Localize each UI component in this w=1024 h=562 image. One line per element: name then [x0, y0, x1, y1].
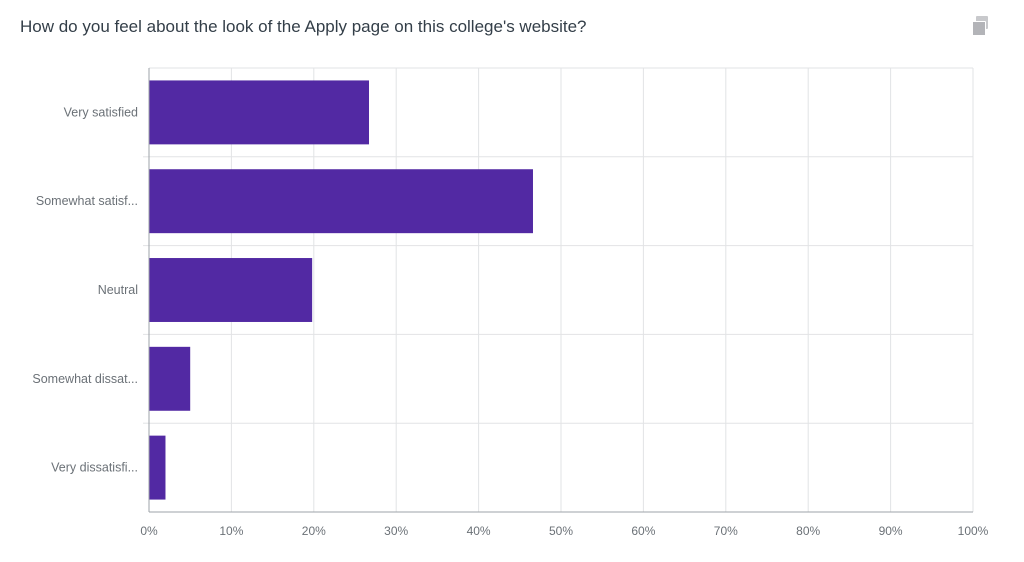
- x-tick-label: 80%: [796, 524, 820, 538]
- bar: [149, 435, 166, 500]
- bar: [149, 80, 370, 145]
- x-tick-label: 90%: [879, 524, 903, 538]
- category-label: Somewhat dissat...: [32, 372, 138, 386]
- bar: [149, 169, 533, 234]
- copy-icon-front-page: [972, 21, 986, 36]
- x-tick-label: 0%: [140, 524, 158, 538]
- x-tick-label: 20%: [302, 524, 326, 538]
- category-label: Very satisfied: [64, 105, 138, 119]
- bar: [149, 346, 191, 411]
- copy-icon[interactable]: [968, 14, 994, 40]
- category-label: Neutral: [98, 283, 138, 297]
- axes: [148, 68, 973, 513]
- question-title: How do you feel about the look of the Ap…: [20, 17, 587, 36]
- bars: [149, 80, 533, 500]
- x-tick-labels: 0% 10% 20% 30% 40% 50% 60% 70% 80% 90% 100%: [140, 524, 988, 538]
- x-tick-label: 10%: [219, 524, 243, 538]
- x-tick-label: 30%: [384, 524, 408, 538]
- x-tick-label: 100%: [958, 524, 989, 538]
- x-tick-label: 50%: [549, 524, 573, 538]
- x-tick-label: 60%: [631, 524, 655, 538]
- grid-lines: [143, 67, 974, 512]
- x-tick-label: 70%: [714, 524, 738, 538]
- bar: [149, 258, 313, 322]
- category-label: Very dissatisfi...: [51, 461, 138, 475]
- x-tick-label: 40%: [467, 524, 491, 538]
- category-label: Somewhat satisf...: [36, 194, 138, 208]
- category-labels: Very satisfied Somewhat satisf... Neutral S…: [32, 105, 138, 474]
